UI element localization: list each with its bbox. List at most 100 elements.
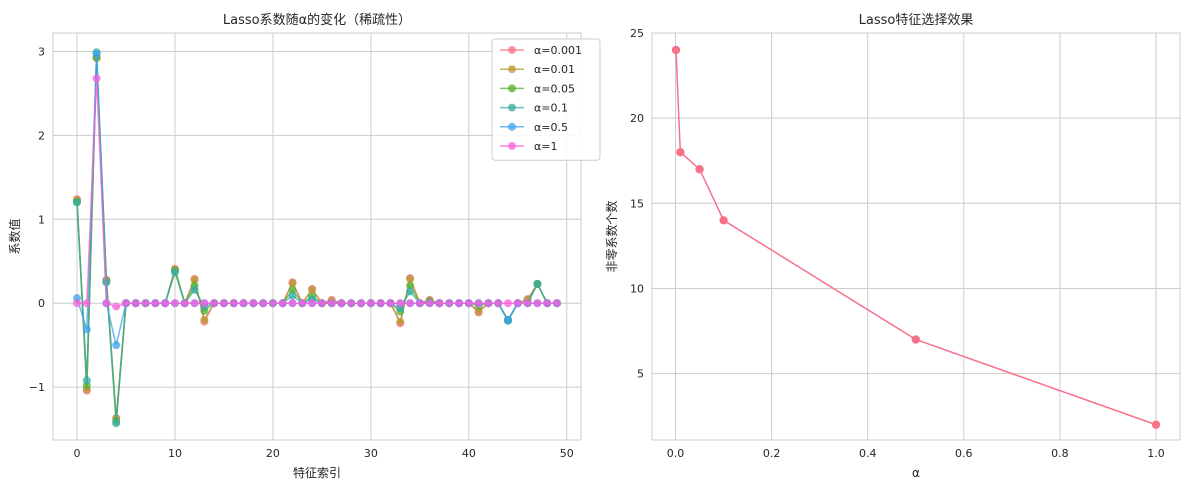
x-tick-label: 0 xyxy=(74,447,81,460)
data-point xyxy=(210,299,219,308)
legend-item: α=0.1 xyxy=(500,102,568,115)
data-point xyxy=(347,299,356,308)
data-point xyxy=(190,299,199,308)
legend-label: α=0.1 xyxy=(534,102,568,115)
data-point xyxy=(298,299,307,308)
data-point xyxy=(474,307,483,316)
x-tick-label: 50 xyxy=(560,447,574,460)
data-point xyxy=(435,299,444,308)
data-point xyxy=(445,299,454,308)
legend-marker xyxy=(508,84,516,93)
series-line xyxy=(675,49,1157,426)
data-point xyxy=(190,275,199,284)
data-point xyxy=(190,285,199,294)
data-point xyxy=(219,299,228,308)
legend-marker xyxy=(508,65,516,74)
y-tick-label: 5 xyxy=(637,368,644,381)
feature-selection-chart-series xyxy=(671,45,1161,429)
series-0.01 xyxy=(73,54,561,423)
data-point xyxy=(425,299,434,308)
data-point xyxy=(695,165,704,174)
feature-selection-chart-grid xyxy=(652,32,1180,440)
data-point xyxy=(249,299,258,308)
data-point xyxy=(911,335,920,344)
legend-item: α=0.01 xyxy=(500,63,575,76)
x-tick-label: 0.2 xyxy=(763,447,781,460)
series-0.1 xyxy=(73,48,561,428)
coefficient-chart: 0 10 20 30 40 50 −1 0 1 2 3 Lasso系数随α的变化（稀疏性） 特征索引… xyxy=(7,12,601,480)
legend-item: α=1 xyxy=(500,140,557,153)
data-point xyxy=(112,302,121,311)
data-point xyxy=(73,299,81,308)
data-point xyxy=(131,299,140,308)
x-tick-label: 30 xyxy=(364,447,378,460)
data-point xyxy=(337,299,346,308)
feature-selection-chart-title: Lasso特征选择效果 xyxy=(859,13,974,28)
series-line xyxy=(76,57,557,419)
y-tick-label: −1 xyxy=(29,381,45,394)
legend-marker xyxy=(508,103,516,112)
series-0.05 xyxy=(73,53,561,426)
feature-selection-chart-ticks: 0.0 0.2 0.4 0.6 0.8 1.0 5 10 15 20 25 xyxy=(630,27,1165,460)
series-line xyxy=(76,57,557,422)
data-point xyxy=(406,299,415,308)
data-point xyxy=(161,299,170,308)
data-point xyxy=(141,299,150,308)
series-line xyxy=(77,78,557,308)
data-point xyxy=(513,299,522,308)
y-tick-label: 1 xyxy=(38,213,45,226)
x-tick-label: 0.0 xyxy=(667,447,685,460)
x-tick-label: 0.6 xyxy=(955,447,973,460)
feature-selection-chart-frame xyxy=(651,32,1181,441)
data-point xyxy=(278,299,287,308)
coefficient-chart-title: Lasso系数随α的变化（稀疏性） xyxy=(223,12,411,28)
data-point xyxy=(494,299,503,308)
data-point xyxy=(317,299,326,308)
y-tick-label: 0 xyxy=(38,297,45,310)
data-point xyxy=(170,299,179,308)
data-point xyxy=(719,216,728,225)
x-tick-label: 20 xyxy=(266,447,280,460)
data-point xyxy=(533,279,542,288)
legend-label: α=0.05 xyxy=(534,82,575,95)
data-point xyxy=(396,299,405,308)
data-point xyxy=(543,299,552,308)
data-point xyxy=(288,279,297,288)
data-point xyxy=(366,299,375,308)
coefficient-chart-frame xyxy=(52,32,582,441)
data-point xyxy=(406,274,415,283)
data-point xyxy=(553,299,561,308)
data-point xyxy=(92,74,101,83)
data-point xyxy=(671,45,681,55)
data-point xyxy=(170,268,179,277)
data-point xyxy=(259,299,268,308)
feature-selection-chart-y-axis-label: 非零系数个数 xyxy=(604,200,619,272)
y-tick-label: 25 xyxy=(630,27,644,40)
data-point xyxy=(1151,420,1161,429)
data-point xyxy=(112,341,121,350)
data-point xyxy=(327,299,336,308)
series-line xyxy=(76,52,557,424)
legend-item: α=0.05 xyxy=(500,82,575,95)
legend-item: α=0.5 xyxy=(500,121,568,134)
legend-marker xyxy=(508,46,516,54)
data-point xyxy=(415,299,424,308)
data-point xyxy=(102,299,111,308)
data-point xyxy=(268,299,277,308)
legend-label: α=0.01 xyxy=(534,63,575,76)
x-tick-label: 1.0 xyxy=(1147,447,1165,460)
data-point xyxy=(406,281,415,290)
legend-label: α=0.001 xyxy=(534,44,582,57)
series-1 xyxy=(73,74,561,311)
data-point xyxy=(406,287,415,296)
data-point xyxy=(288,291,297,300)
data-point xyxy=(151,299,160,308)
data-point xyxy=(82,299,91,308)
y-tick-label: 20 xyxy=(630,112,644,125)
data-point xyxy=(464,299,473,308)
series-0.001 xyxy=(73,53,561,423)
data-point xyxy=(484,299,493,308)
x-tick-label: 40 xyxy=(462,447,476,460)
